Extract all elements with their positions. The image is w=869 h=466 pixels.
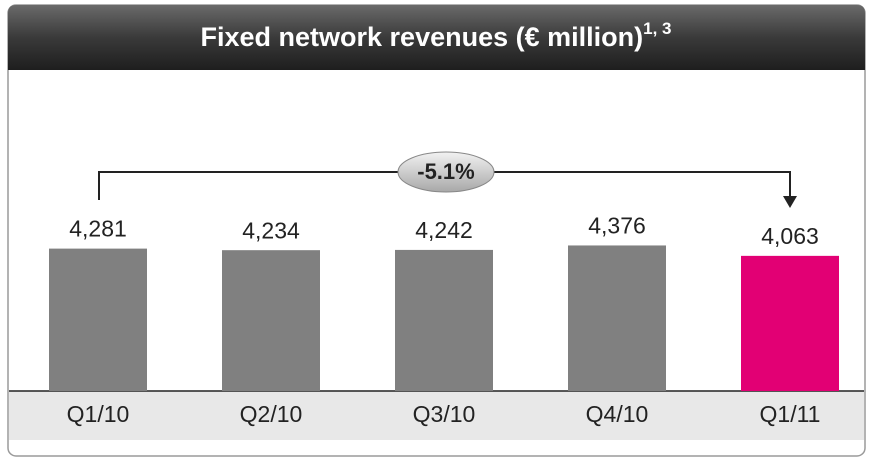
value-label: 4,376	[588, 213, 646, 239]
x-tick-label: Q2/10	[240, 401, 303, 427]
bar	[49, 248, 147, 391]
title-superscript: 1, 3	[643, 19, 671, 38]
bar	[395, 249, 493, 391]
bar	[741, 255, 839, 391]
value-label: 4,242	[415, 217, 473, 243]
value-label: 4,281	[69, 216, 127, 242]
value-label: 4,234	[242, 217, 300, 243]
annotation: -5.1%	[417, 159, 474, 184]
x-tick-label: Q3/10	[413, 401, 476, 427]
x-tick-label: Q4/10	[586, 401, 649, 427]
header	[8, 5, 865, 70]
value-label: 4,063	[761, 223, 819, 249]
x-tick-label: Q1/11	[760, 401, 821, 427]
chart-title: Fixed network revenues (€ million)1, 3	[201, 19, 672, 52]
title-text: Fixed network revenues (€ million)	[201, 22, 644, 52]
bar	[222, 250, 320, 391]
bar	[568, 245, 666, 391]
annotation-pill	[397, 151, 495, 193]
category-strip	[9, 391, 864, 440]
arrow-head	[783, 196, 797, 208]
x-tick-label: Q1/10	[67, 401, 130, 427]
